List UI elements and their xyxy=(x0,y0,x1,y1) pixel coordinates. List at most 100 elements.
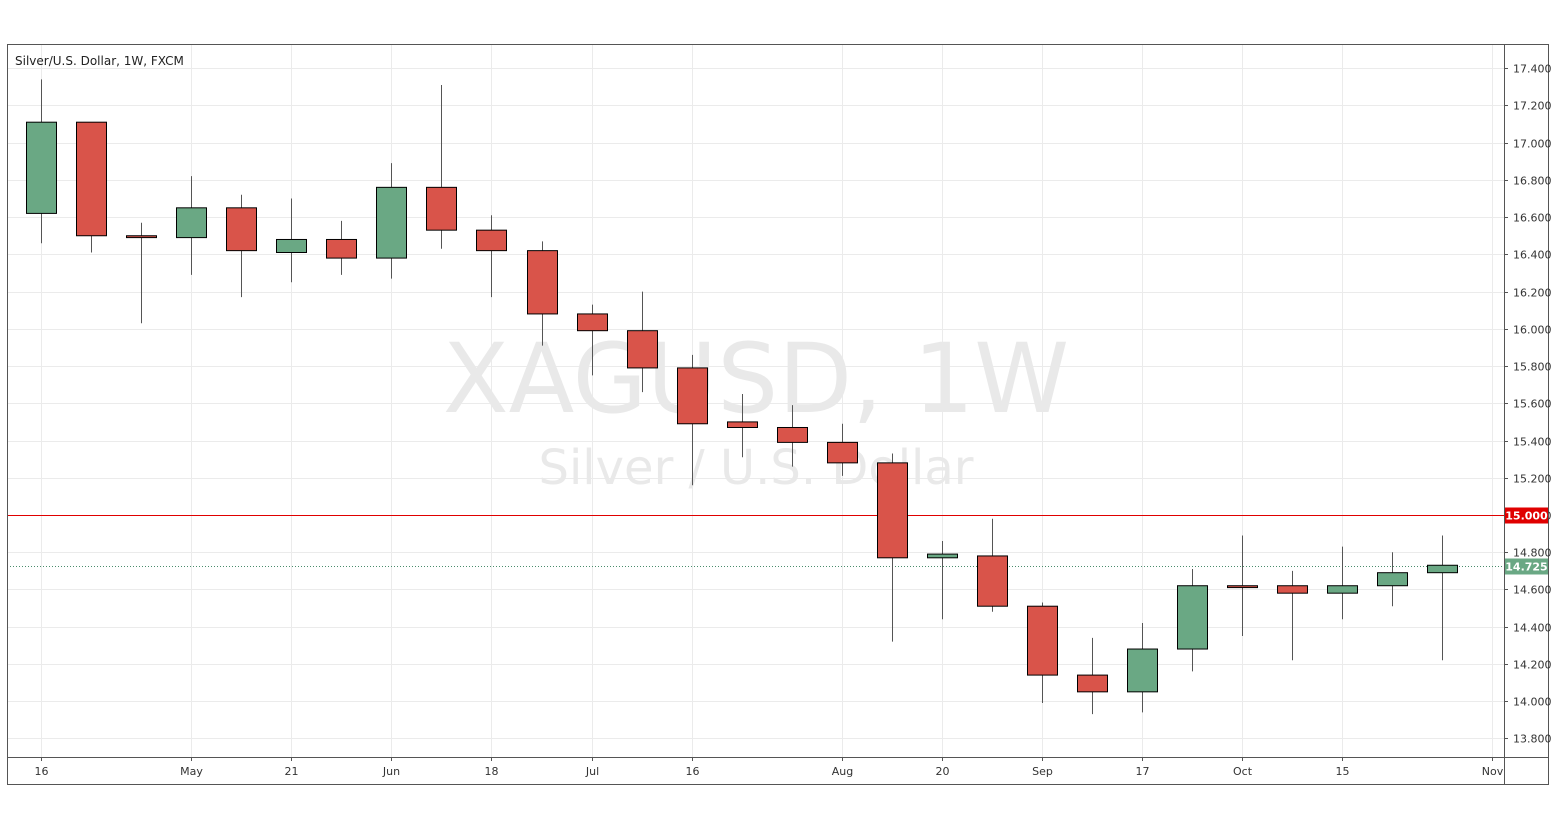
candle xyxy=(977,518,1008,612)
x-axis: 16 May 21 Jun 18 Jul 16 Aug 20 Sep 17 Oct 15 Nov xyxy=(35,757,1504,778)
y-tick-label: 14.000 xyxy=(1513,696,1552,709)
y-tick-label: 15.200 xyxy=(1513,473,1552,486)
x-tick-label: 15 xyxy=(1336,765,1350,778)
x-tick-label: Jun xyxy=(382,765,400,778)
y-tick-label: 17.000 xyxy=(1513,138,1552,151)
y-tick-label: 14.200 xyxy=(1513,659,1552,672)
x-tick-label: Sep xyxy=(1032,765,1053,778)
candle-body-up xyxy=(1427,564,1458,574)
candle xyxy=(1127,622,1158,713)
candle-body-up xyxy=(1177,585,1208,650)
x-tick-label: Oct xyxy=(1233,765,1253,778)
outer-border xyxy=(7,44,1549,785)
candle xyxy=(677,354,708,486)
y-axis: 17.400 17.200 17.000 16.800 16.600 16.400 16.2… xyxy=(1504,63,1552,746)
candle xyxy=(1377,552,1408,607)
y-tick-label: 17.200 xyxy=(1513,100,1552,113)
candle-body-down xyxy=(1227,585,1258,589)
candle xyxy=(777,405,808,467)
candle xyxy=(126,222,157,324)
candle xyxy=(827,423,858,476)
candle-body-down xyxy=(677,367,708,425)
y-tick-label: 14.800 xyxy=(1513,547,1552,560)
candle-body-up xyxy=(1127,648,1158,693)
candle xyxy=(1327,546,1358,620)
candle xyxy=(877,453,908,642)
candle-body-down xyxy=(126,235,157,239)
y-tick-label: 16.800 xyxy=(1513,175,1552,188)
candle-body-down xyxy=(577,313,608,332)
candle-body-down xyxy=(76,121,107,237)
watermark-description: Silver / U.S. Dollar xyxy=(538,440,973,496)
candle xyxy=(627,291,658,393)
last-price-box xyxy=(1505,558,1548,575)
candle xyxy=(26,79,57,244)
x-tick-label: 17 xyxy=(1136,765,1150,778)
y-tick-label: 16.200 xyxy=(1513,287,1552,300)
candle-body-down xyxy=(877,462,908,559)
candle xyxy=(1177,568,1208,672)
y-tick-label: 14.400 xyxy=(1513,622,1552,635)
candle-body-down xyxy=(527,250,558,315)
candle-body-up xyxy=(276,238,307,254)
x-tick-label: Jul xyxy=(585,765,599,778)
candle-body-up xyxy=(176,207,207,239)
y-tick-label: 16.600 xyxy=(1513,212,1552,225)
candle-body-down xyxy=(1077,674,1108,693)
y-tick-label: 16.000 xyxy=(1513,324,1552,337)
y-tick-label: 15.400 xyxy=(1513,436,1552,449)
x-tick-label: May xyxy=(180,765,203,778)
candle-body-down xyxy=(1027,605,1058,676)
x-tick-label: Nov xyxy=(1482,765,1504,778)
y-tick-label: 13.800 xyxy=(1513,733,1552,746)
candle-body-down xyxy=(827,441,858,464)
candle xyxy=(1427,535,1458,661)
candle xyxy=(376,163,407,279)
candle xyxy=(1277,570,1308,661)
candle xyxy=(276,198,307,283)
candles xyxy=(26,79,1458,715)
candle-body-down xyxy=(777,426,808,443)
price-lines xyxy=(7,515,1504,567)
x-tick-label: 16 xyxy=(35,765,49,778)
candle xyxy=(527,241,558,346)
candle xyxy=(476,215,507,298)
candle-body-down xyxy=(326,238,357,259)
level-price-box xyxy=(1505,507,1548,524)
candle-body-up xyxy=(26,121,57,214)
candle-body-up xyxy=(1327,585,1358,594)
candle xyxy=(1077,637,1108,715)
candle xyxy=(727,393,758,458)
candle xyxy=(927,541,958,620)
candle xyxy=(226,194,257,298)
y-tick-label: 14.600 xyxy=(1513,584,1552,597)
candle-body-up xyxy=(376,186,407,259)
candle xyxy=(326,220,357,275)
candle xyxy=(426,84,457,249)
candle-body-up xyxy=(1377,572,1408,587)
level-price-label: 15.000 xyxy=(1505,510,1548,523)
y-tick-label: 17.400 xyxy=(1513,63,1552,76)
x-tick-label: 18 xyxy=(485,765,499,778)
watermark: XAGUSD, 1W Silver / U.S. Dollar xyxy=(443,323,1069,496)
x-tick-label: Aug xyxy=(832,765,853,778)
candle xyxy=(1227,535,1258,636)
candle-body-up xyxy=(927,553,958,559)
candle-body-down xyxy=(627,330,658,369)
chart-frame xyxy=(7,44,1549,785)
candle-body-down xyxy=(426,186,457,231)
x-tick-label: 21 xyxy=(285,765,299,778)
last-price-label: 14.725 xyxy=(1505,561,1547,574)
y-tick-label: 15.600 xyxy=(1513,398,1552,411)
x-tick-label: 20 xyxy=(936,765,950,778)
candle xyxy=(76,121,107,253)
candle-body-down xyxy=(1277,585,1308,594)
candle-body-down xyxy=(226,207,257,252)
candle xyxy=(577,304,608,376)
chart-title: Silver/U.S. Dollar, 1W, FXCM xyxy=(15,54,184,68)
y-tick-label: 16.400 xyxy=(1513,249,1552,262)
y-tick-label: 15.800 xyxy=(1513,361,1552,374)
candle-body-down xyxy=(977,555,1008,607)
watermark-symbol: XAGUSD, 1W xyxy=(443,323,1069,435)
